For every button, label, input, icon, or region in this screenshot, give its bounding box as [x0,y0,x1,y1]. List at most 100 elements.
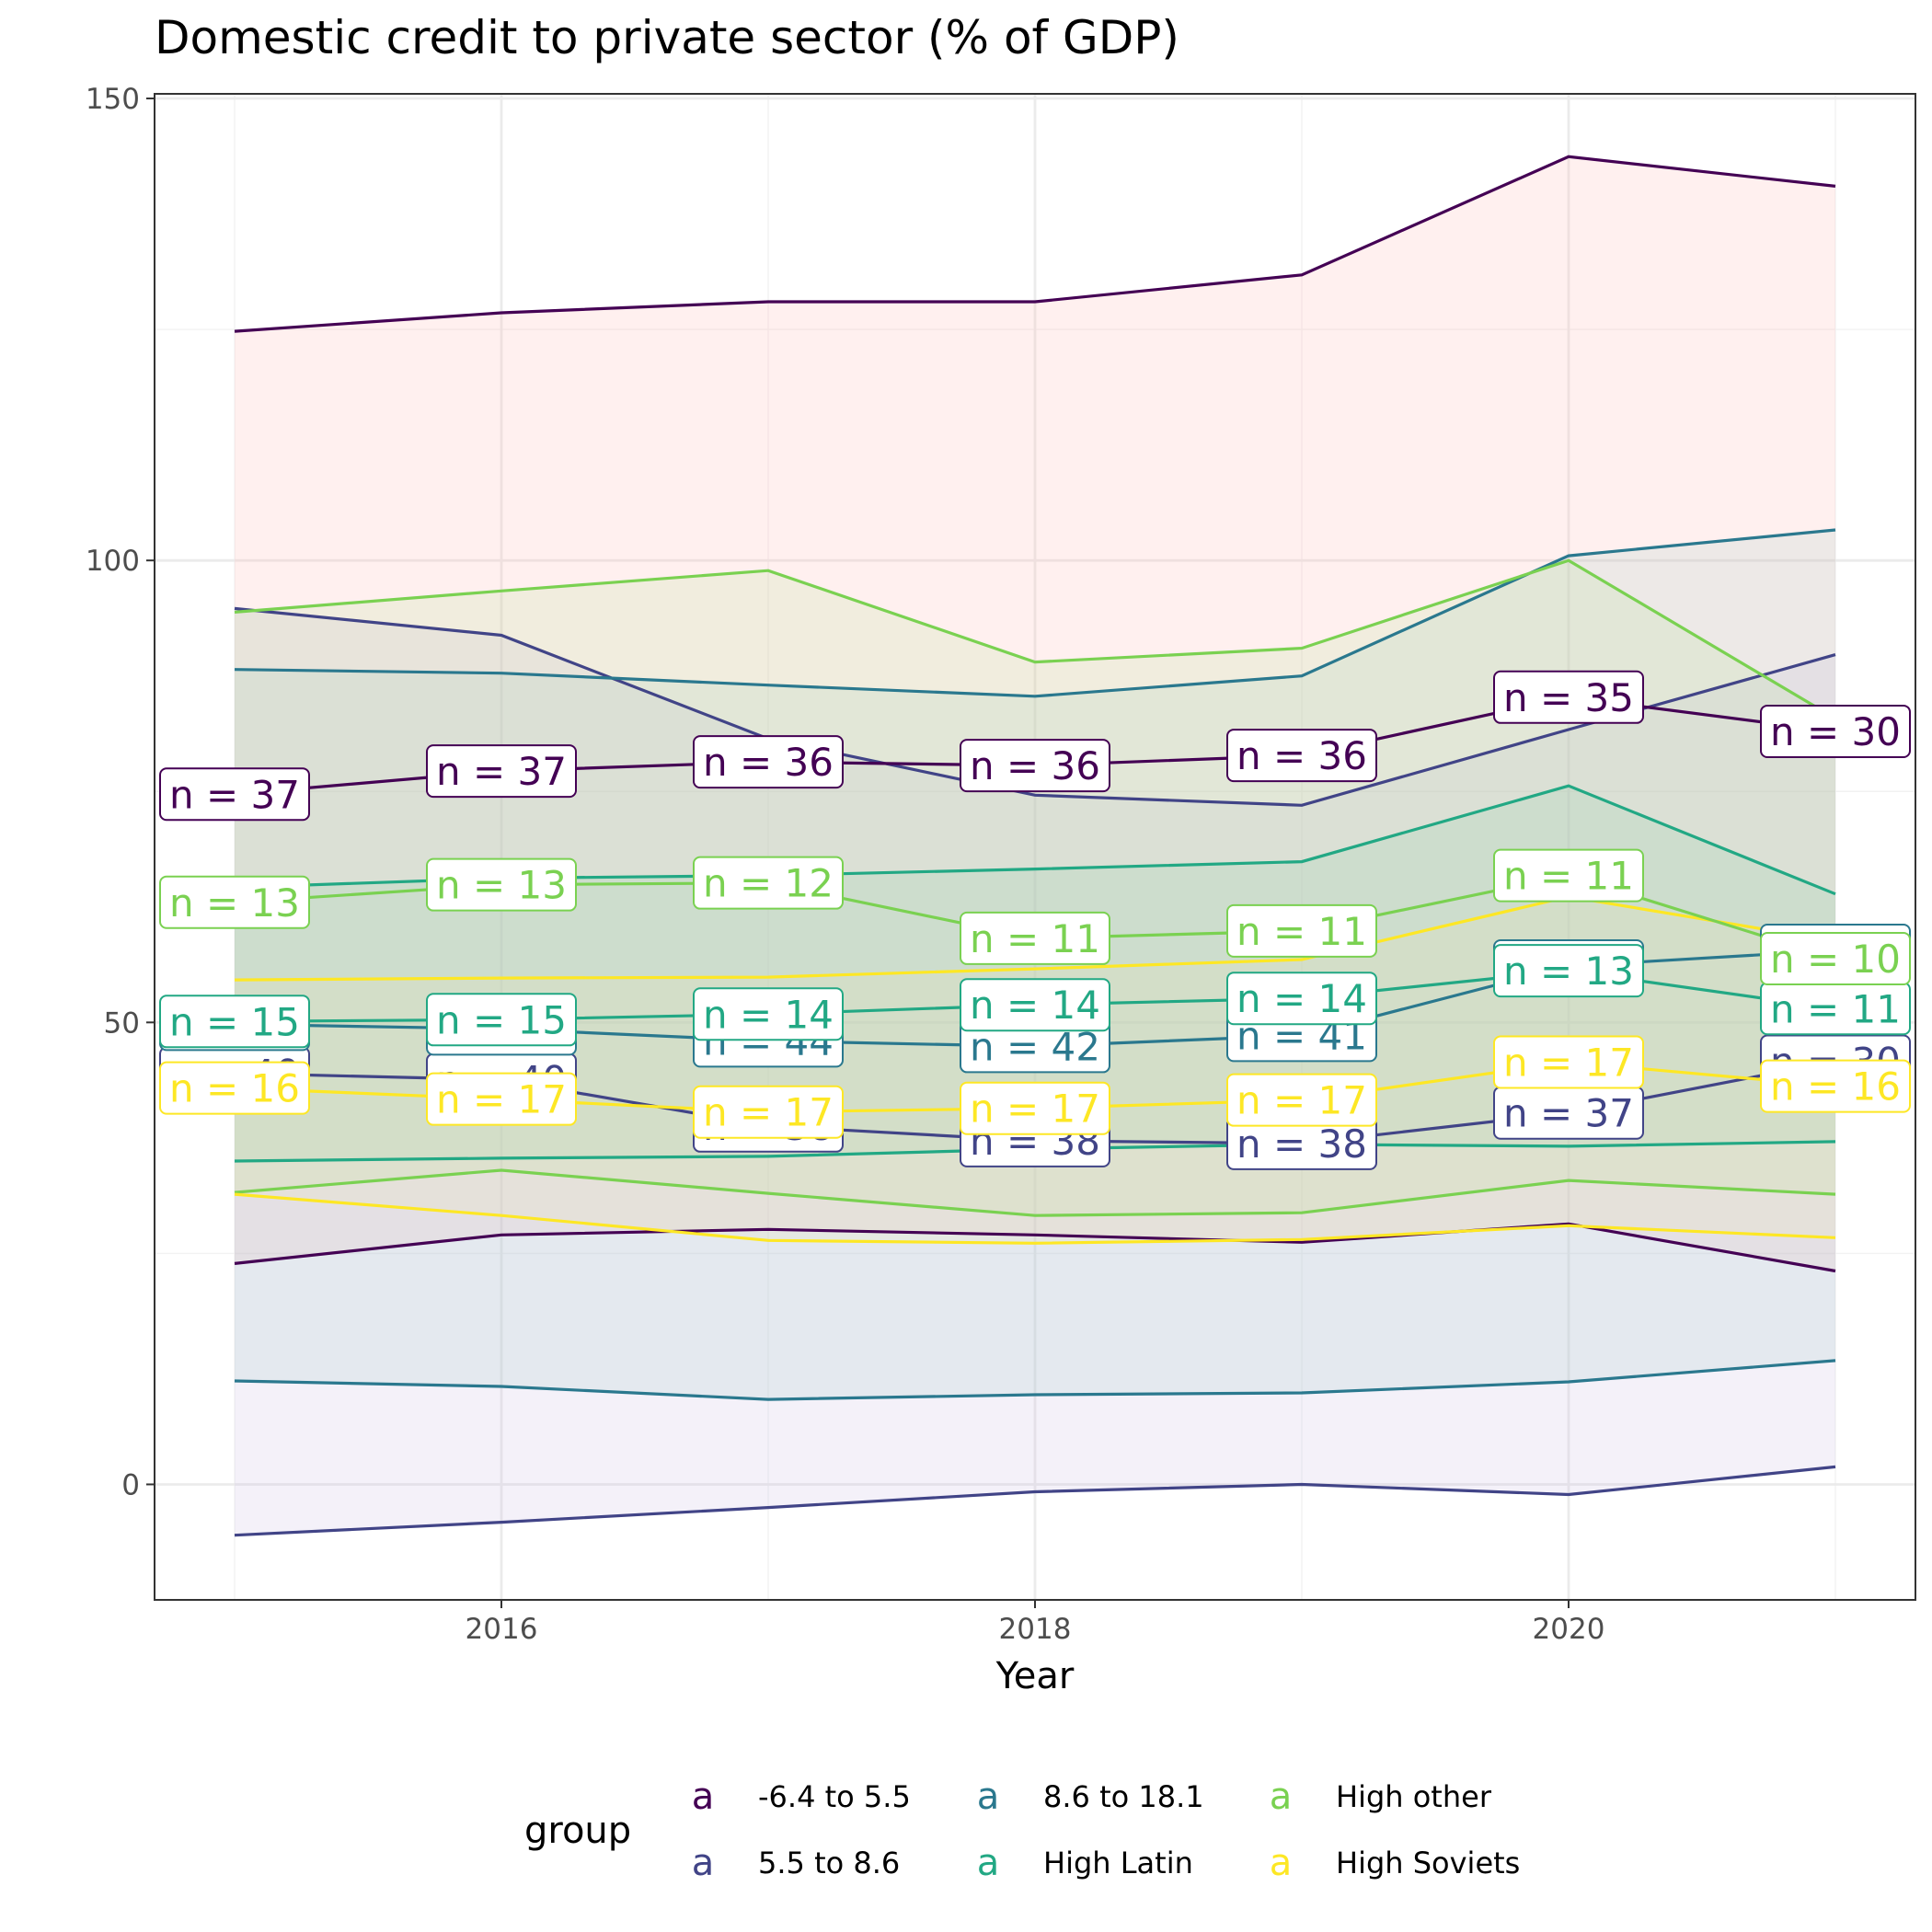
count-label: n = 16 [1760,1059,1911,1113]
legend-label: High other [1336,1779,1492,1814]
legend-label: -6.4 to 5.5 [758,1779,911,1814]
count-label-text: n = 30 [1770,709,1901,754]
x-tick-label: 2018 [999,1613,1072,1646]
upper-bound-line [234,155,1836,333]
count-label: n = 15 [426,993,577,1047]
count-label-box [426,744,577,799]
y-tick-label: 100 [86,545,140,578]
count-label-text: n = 10 [1770,937,1901,982]
count-label-text: n = 16 [1770,1064,1901,1110]
count-label-text: n = 17 [1236,1078,1367,1123]
lower-bound-line [234,1465,1836,1537]
count-label-box [1226,903,1377,958]
count-label-box [960,978,1110,1032]
legend-key: a [692,1842,715,1884]
count-label-text: n = 37 [169,772,300,817]
count-label: n = 13 [159,875,310,929]
x-axis-title: Year [995,1655,1075,1697]
count-label-text: n = 11 [970,916,1100,961]
count-label: n = 15 [159,995,310,1049]
count-label-text: n = 14 [970,983,1100,1028]
legend-label: 5.5 to 8.6 [758,1846,900,1880]
x-axis: 2016 2018 2020 [466,1600,1605,1646]
count-label-text: n = 14 [1236,976,1367,1021]
count-label-box [960,911,1110,965]
count-label: n = 11 [960,911,1110,965]
count-label-box [1226,729,1377,783]
y-tick-label: 0 [121,1468,140,1501]
legend-label: 8.6 to 18.1 [1043,1779,1204,1814]
count-label: n = 10 [1760,932,1911,986]
count-label-text: n = 16 [169,1066,300,1111]
count-label: n = 36 [693,735,844,789]
y-tick-label: 150 [86,83,140,116]
count-label-text: n = 11 [1503,854,1634,899]
ribbon-area [235,786,1835,1161]
count-label: n = 37 [426,744,577,799]
count-label: n = 42 [960,1019,1110,1074]
count-label-box [426,1072,577,1126]
count-label-box [693,987,844,1041]
count-label-text: n = 36 [970,743,1100,788]
x-tick-label: 2016 [466,1613,538,1646]
legend-key: a [977,1842,1000,1884]
count-label: n = 12 [693,856,844,910]
count-label: n = 16 [159,1061,310,1115]
legend-title: group [524,1810,631,1852]
count-label-text: n = 37 [1503,1091,1634,1136]
count-label: n = 14 [1226,972,1377,1026]
count-label: n = 14 [960,978,1110,1032]
count-label-box [1226,1073,1377,1127]
count-label-box [1493,1035,1644,1089]
ribbon-area [235,156,1835,1271]
count-labels: n = 37 n = 37 n = 36 n = 36 n = 36 n = 35 n = … [159,670,1911,1170]
chart-title: Domestic credit to private sector (% of … [155,11,1179,64]
count-label-text: n = 42 [970,1024,1100,1069]
count-label-text: n = 15 [436,997,567,1042]
legend-item: a High Soviets [1270,1842,1521,1884]
count-label-text: n = 11 [1236,909,1367,954]
count-label-text: n = 17 [970,1087,1100,1132]
y-tick-label: 50 [104,1006,140,1040]
count-label: n = 13 [426,857,577,912]
count-label-text: n = 38 [1236,1121,1367,1167]
legend-key: a [977,1776,1000,1818]
count-label-box [693,1085,844,1139]
count-label-text: n = 36 [1236,733,1367,778]
count-label-text: n = 17 [436,1077,567,1122]
lower-bound-line [234,1222,1836,1273]
legend-label: High Latin [1043,1846,1193,1880]
count-label-box [426,993,577,1047]
upper-bound-line [234,558,1836,720]
count-label-box [159,995,310,1049]
count-label-text: n = 36 [703,740,834,785]
legend-item: a High other [1270,1776,1492,1818]
legend-item: a High Latin [977,1842,1193,1884]
count-label: n = 36 [1226,729,1377,783]
count-label: n = 13 [1493,944,1644,998]
legend-label: High Soviets [1336,1846,1520,1880]
count-label: n = 11 [1760,982,1911,1036]
count-label: n = 37 [159,767,310,822]
x-tick-label: 2020 [1533,1613,1605,1646]
legend-item: a -6.4 to 5.5 [692,1776,911,1818]
count-label-box [693,735,844,789]
count-label-box [159,1061,310,1115]
legend: group a -6.4 to 5.5 a 5.5 to 8.6 a 8.6 to 18.… [524,1776,1520,1884]
count-label: n = 11 [1493,848,1644,903]
count-label-box [1226,972,1377,1026]
count-label-text: n = 12 [703,861,834,906]
upper-bound-line [234,528,1836,698]
count-label-text: n = 17 [703,1090,834,1135]
count-label-box [159,767,310,822]
upper-bound-line [234,606,1836,807]
count-label: n = 35 [1493,670,1644,724]
legend-key: a [692,1776,715,1818]
legend-item: a 8.6 to 18.1 [977,1776,1204,1818]
count-label-box [1493,848,1644,903]
count-label-text: n = 14 [703,992,834,1037]
count-label-box [1493,670,1644,724]
count-label: n = 14 [693,987,844,1041]
lower-bound-line [234,1192,1836,1245]
